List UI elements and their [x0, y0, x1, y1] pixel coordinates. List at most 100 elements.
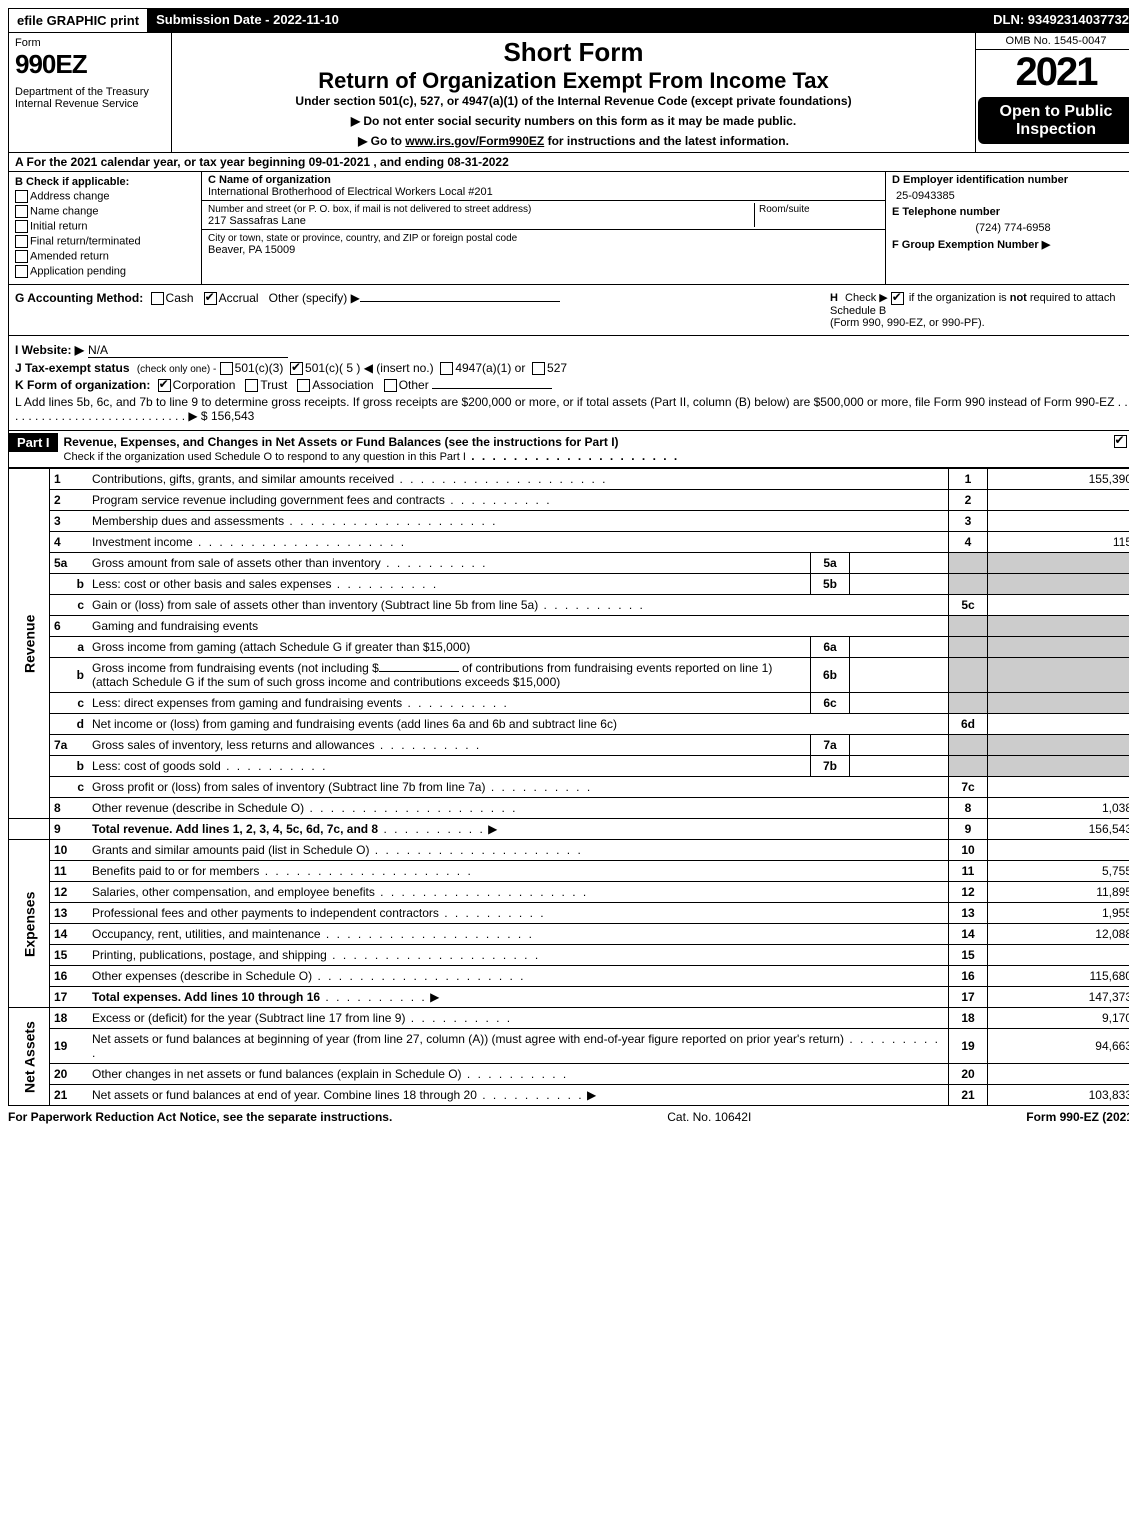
line-4-amount: 115	[988, 532, 1129, 553]
page-footer: For Paperwork Reduction Act Notice, see …	[8, 1106, 1129, 1128]
line-20-row: 20 Other changes in net assets or fund b…	[9, 1064, 1129, 1085]
check-501c[interactable]	[290, 362, 303, 375]
check-corporation[interactable]	[158, 379, 171, 392]
under-section: Under section 501(c), 527, or 4947(a)(1)…	[178, 94, 969, 108]
form-header: Form 990EZ Department of the Treasury In…	[8, 33, 1129, 153]
org-street-row: Number and street (or P. O. box, if mail…	[202, 201, 885, 230]
street-hdr: Number and street (or P. O. box, if mail…	[208, 204, 531, 215]
line-21-row: 21 Net assets or fund balances at end of…	[9, 1085, 1129, 1106]
line-j: J Tax-exempt status (check only one) - 5…	[15, 361, 1129, 375]
dept-label: Department of the Treasury Internal Reve…	[15, 86, 165, 110]
efile-label[interactable]: efile GRAPHIC print	[8, 8, 148, 33]
other-label: Other (specify) ▶	[269, 291, 360, 305]
header-right: OMB No. 1545-0047 2021 Open to Public In…	[975, 33, 1129, 152]
other-org-input[interactable]	[432, 388, 552, 389]
check-application-pending[interactable]: Application pending	[15, 265, 195, 278]
line-19-row: 19 Net assets or fund balances at beginn…	[9, 1029, 1129, 1064]
box-h: H Check ▶ if the organization is not req…	[830, 291, 1129, 329]
line-1-amount: 155,390	[988, 469, 1129, 490]
line-12-amount: 11,895	[988, 882, 1129, 903]
box-g: G Accounting Method: Cash Accrual Other …	[15, 291, 830, 329]
line-16-row: 16 Other expenses (describe in Schedule …	[9, 966, 1129, 987]
line-8-amount: 1,038	[988, 798, 1129, 819]
line-15-row: 15 Printing, publications, postage, and …	[9, 945, 1129, 966]
check-other-org[interactable]	[384, 379, 397, 392]
org-city-row: City or town, state or province, country…	[202, 230, 885, 258]
line-5b-row: b Less: cost or other basis and sales ex…	[9, 574, 1129, 595]
check-cash[interactable]	[151, 292, 164, 305]
netassets-sidelabel: Net Assets	[9, 1008, 50, 1106]
line-6-row: 6 Gaming and fundraising events	[9, 616, 1129, 637]
line-i: I Website: ▶N/A	[15, 343, 1129, 358]
line-14-row: 14 Occupancy, rent, utilities, and maint…	[9, 924, 1129, 945]
short-form-label: Short Form	[178, 37, 969, 68]
org-name-row: C Name of organization International Bro…	[202, 172, 885, 201]
check-schedule-o[interactable]	[1114, 435, 1127, 448]
dln-label: DLN: 93492314037732	[985, 8, 1129, 33]
org-name-hdr: C Name of organization	[208, 174, 331, 186]
phone-value: (724) 774-6958	[886, 220, 1129, 236]
line-5c-row: c Gain or (loss) from sale of assets oth…	[9, 595, 1129, 616]
top-bar: efile GRAPHIC print Submission Date - 20…	[8, 8, 1129, 33]
check-name-change[interactable]: Name change	[15, 205, 195, 218]
check-association[interactable]	[297, 379, 310, 392]
line-11-row: 11 Benefits paid to or for members 11 5,…	[9, 861, 1129, 882]
line-6a-row: a Gross income from gaming (attach Sched…	[9, 637, 1129, 658]
line-9-amount: 156,543	[988, 819, 1129, 840]
form-number: 990EZ	[15, 49, 165, 80]
line-6b-row: b Gross income from fundraising events (…	[9, 658, 1129, 693]
line-1-row: Revenue 1 Contributions, gifts, grants, …	[9, 469, 1129, 490]
expenses-sidelabel: Expenses	[9, 840, 50, 1008]
line-13-row: 13 Professional fees and other payments …	[9, 903, 1129, 924]
note-goto-suffix: for instructions and the latest informat…	[544, 134, 789, 148]
part1-schedo-check	[1106, 433, 1129, 465]
header-center: Short Form Return of Organization Exempt…	[172, 33, 975, 152]
check-schedule-b[interactable]	[891, 292, 904, 305]
g-label: G Accounting Method:	[15, 291, 143, 305]
header-left: Form 990EZ Department of the Treasury In…	[9, 33, 172, 152]
submission-date: Submission Date - 2022-11-10	[148, 8, 347, 33]
org-street: 217 Sassafras Lane	[208, 215, 306, 227]
irs-link[interactable]: www.irs.gov/Form990EZ	[405, 134, 544, 148]
line-18-row: Net Assets 18 Excess or (deficit) for th…	[9, 1008, 1129, 1029]
check-527[interactable]	[532, 362, 545, 375]
line-19-amount: 94,663	[988, 1029, 1129, 1064]
part1-title: Revenue, Expenses, and Changes in Net As…	[58, 433, 1106, 465]
revenue-sidelabel: Revenue	[9, 469, 50, 819]
line-7b-row: b Less: cost of goods sold 7b	[9, 756, 1129, 777]
check-trust[interactable]	[245, 379, 258, 392]
ein-value: 25-0943385	[886, 188, 1129, 204]
row-gh: G Accounting Method: Cash Accrual Other …	[8, 285, 1129, 336]
check-address-change[interactable]: Address change	[15, 190, 195, 203]
line-21-amount: 103,833	[988, 1085, 1129, 1106]
check-501c3[interactable]	[220, 362, 233, 375]
check-accrual[interactable]	[204, 292, 217, 305]
footer-left: For Paperwork Reduction Act Notice, see …	[8, 1110, 392, 1124]
line-16-amount: 115,680	[988, 966, 1129, 987]
line-14-amount: 12,088	[988, 924, 1129, 945]
check-final-return[interactable]: Final return/terminated	[15, 235, 195, 248]
part1-table: Revenue 1 Contributions, gifts, grants, …	[8, 468, 1129, 1106]
row-bcdef: B Check if applicable: Address change Na…	[8, 172, 1129, 285]
other-input[interactable]	[360, 301, 560, 302]
check-initial-return[interactable]: Initial return	[15, 220, 195, 233]
line-7c-row: c Gross profit or (loss) from sales of i…	[9, 777, 1129, 798]
check-amended-return[interactable]: Amended return	[15, 250, 195, 263]
room-hdr: Room/suite	[759, 204, 810, 215]
part1-header-row: Part I Revenue, Expenses, and Changes in…	[8, 431, 1129, 468]
check-4947[interactable]	[440, 362, 453, 375]
box-c: C Name of organization International Bro…	[202, 172, 885, 284]
line-5a-row: 5a Gross amount from sale of assets othe…	[9, 553, 1129, 574]
line-9-row: 9 Total revenue. Add lines 1, 2, 3, 4, 5…	[9, 819, 1129, 840]
line-2-row: 2 Program service revenue including gove…	[9, 490, 1129, 511]
tax-year: 2021	[976, 50, 1129, 95]
ein-hdr: D Employer identification number	[892, 174, 1068, 186]
line-11-amount: 5,755	[988, 861, 1129, 882]
cash-label: Cash	[166, 291, 194, 305]
form-title: Return of Organization Exempt From Incom…	[178, 68, 969, 94]
note-goto-prefix: ▶ Go to	[358, 134, 405, 148]
footer-right: Form 990-EZ (2021)	[1026, 1110, 1129, 1124]
note-goto: ▶ Go to www.irs.gov/Form990EZ for instru…	[178, 134, 969, 148]
line-8-row: 8 Other revenue (describe in Schedule O)…	[9, 798, 1129, 819]
open-to-public: Open to Public Inspection	[978, 97, 1129, 144]
